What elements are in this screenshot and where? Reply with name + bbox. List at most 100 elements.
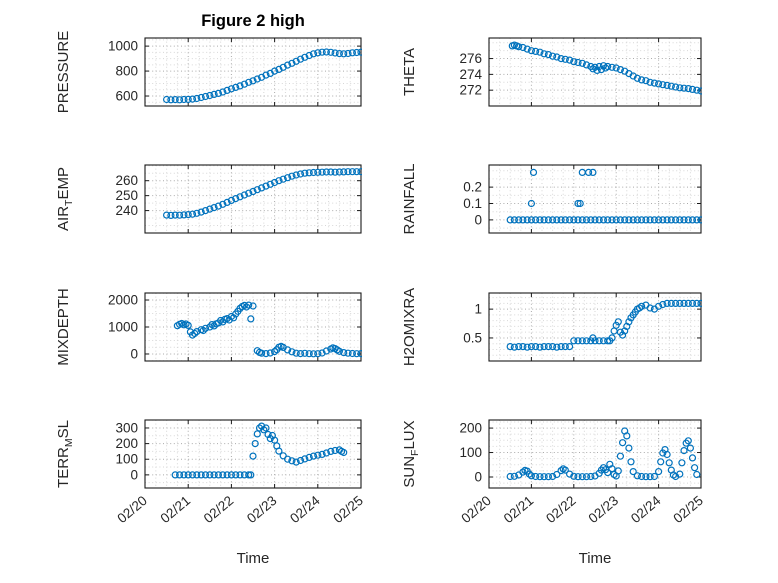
data-point-marker: [340, 349, 348, 357]
data-point-marker: [251, 440, 259, 448]
data-point-marker: [344, 49, 352, 58]
data-point-marker: [593, 66, 601, 75]
series-markers: [506, 427, 701, 481]
data-point-marker: [206, 91, 214, 100]
data-point-marker: [335, 168, 343, 176]
data-point-marker: [288, 457, 296, 465]
data-point-marker: [616, 216, 625, 224]
data-point-marker: [587, 216, 595, 224]
data-point-marker: [348, 49, 356, 57]
data-point-marker: [240, 80, 248, 88]
data-point-marker: [684, 437, 692, 445]
data-point-marker: [214, 202, 222, 210]
data-point-marker: [197, 471, 205, 479]
data-point-marker: [608, 334, 616, 342]
data-point-marker: [531, 472, 540, 481]
data-point-marker: [271, 178, 279, 187]
data-point-marker: [223, 86, 231, 95]
data-point-marker: [536, 343, 544, 351]
data-point-marker: [642, 77, 650, 85]
tick-marks: [488, 293, 702, 361]
data-point-marker: [210, 90, 218, 99]
data-point-marker: [309, 168, 318, 177]
data-point-marker: [344, 349, 352, 357]
data-point-marker: [637, 216, 646, 224]
data-point-marker: [193, 471, 201, 479]
data-point-marker: [663, 299, 671, 307]
data-point-marker: [642, 216, 650, 224]
data-point-marker: [309, 50, 318, 58]
data-point-marker: [659, 81, 667, 89]
data-point-marker: [184, 471, 192, 479]
data-point-marker: [322, 48, 330, 56]
data-point-marker: [296, 55, 305, 63]
data-point-marker: [206, 205, 214, 213]
svg-text:1: 1: [474, 302, 482, 317]
data-point-marker: [292, 57, 300, 65]
data-point-marker: [697, 216, 702, 224]
data-point-marker: [258, 349, 266, 357]
data-point-marker: [587, 472, 595, 481]
data-point-marker: [557, 467, 565, 475]
data-point-marker: [335, 49, 343, 58]
subplot-rainfall: 00.10.2 RAINFALL: [401, 164, 702, 234]
data-point-marker: [614, 467, 622, 475]
data-point-marker: [288, 59, 296, 67]
data-point-marker: [288, 172, 296, 180]
y-axis-label: AIRTEMP: [55, 167, 75, 231]
data-point-marker: [314, 451, 322, 459]
data-point-marker: [599, 216, 608, 224]
svg-text:200: 200: [459, 421, 482, 436]
data-point-marker: [353, 48, 361, 57]
data-point-marker: [340, 50, 348, 58]
data-point-marker: [232, 83, 240, 92]
data-point-marker: [582, 337, 591, 345]
axes-box: [488, 37, 702, 107]
data-point-marker: [676, 299, 684, 307]
y-tick-labels: 0 1000 2000: [108, 293, 138, 362]
data-point-marker: [565, 343, 574, 351]
data-point-marker: [331, 446, 339, 455]
data-point-marker: [654, 216, 663, 224]
data-point-marker: [637, 472, 646, 481]
data-point-marker: [210, 204, 218, 212]
axes-box: [488, 164, 702, 234]
data-point-marker: [540, 50, 548, 58]
data-point-marker: [599, 464, 608, 472]
data-point-marker: [357, 48, 362, 56]
data-point-marker: [163, 95, 171, 104]
data-point-marker: [292, 349, 300, 357]
data-point-marker: [219, 200, 227, 208]
data-point-marker: [519, 468, 527, 476]
data-point-marker: [184, 321, 192, 329]
svg-text:0: 0: [474, 469, 482, 484]
data-point-marker: [515, 216, 523, 224]
data-point-marker: [544, 216, 553, 224]
data-point-marker: [654, 468, 663, 476]
data-point-marker: [335, 347, 343, 355]
data-point-marker: [180, 211, 188, 219]
data-point-marker: [232, 195, 240, 203]
series-markers: [506, 299, 702, 351]
data-point-marker: [610, 327, 618, 335]
data-point-marker: [163, 211, 171, 219]
data-point-marker: [676, 216, 684, 224]
data-point-marker: [525, 470, 533, 478]
data-point-marker: [561, 55, 569, 63]
svg-text:0: 0: [130, 467, 138, 482]
data-point-marker: [519, 216, 527, 224]
data-point-marker: [633, 216, 642, 224]
series-markers: [173, 301, 362, 358]
svg-text:0.1: 0.1: [463, 196, 482, 211]
data-point-marker: [327, 168, 335, 176]
data-point-marker: [199, 326, 207, 335]
data-point-marker: [591, 216, 599, 224]
data-point-marker: [249, 187, 257, 196]
data-point-marker: [561, 466, 569, 474]
data-point-marker: [688, 85, 697, 94]
data-point-marker: [340, 448, 348, 457]
data-point-marker: [266, 180, 274, 188]
data-point-marker: [236, 193, 244, 201]
